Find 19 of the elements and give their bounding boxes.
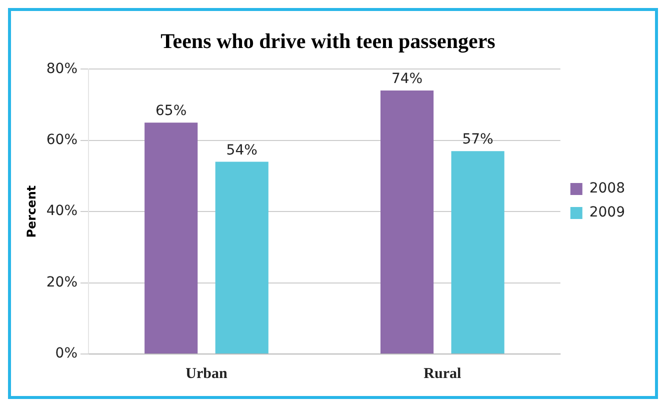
data-label: 54% bbox=[226, 142, 258, 158]
y-tick-label: 20% bbox=[46, 274, 78, 290]
x-tick-label: Rural bbox=[424, 366, 462, 382]
x-tick-label: Urban bbox=[186, 366, 228, 382]
y-tick-label: 40% bbox=[46, 203, 78, 220]
y-axis-title: Percent bbox=[24, 185, 38, 238]
y-tick-label: 80% bbox=[46, 60, 78, 77]
chart-title: Teens who drive with teen passengers bbox=[160, 29, 496, 54]
data-label: 57% bbox=[462, 132, 494, 148]
data-label: 74% bbox=[391, 71, 423, 88]
bar bbox=[380, 90, 434, 354]
bar bbox=[451, 151, 504, 354]
y-tick-label: 60% bbox=[46, 132, 78, 148]
legend-label: 2008 bbox=[589, 180, 626, 197]
y-tick-label: 0% bbox=[55, 346, 78, 362]
legend-label: 2009 bbox=[589, 204, 626, 221]
data-label: 65% bbox=[156, 103, 187, 120]
bar bbox=[144, 122, 198, 354]
bar bbox=[215, 162, 268, 354]
